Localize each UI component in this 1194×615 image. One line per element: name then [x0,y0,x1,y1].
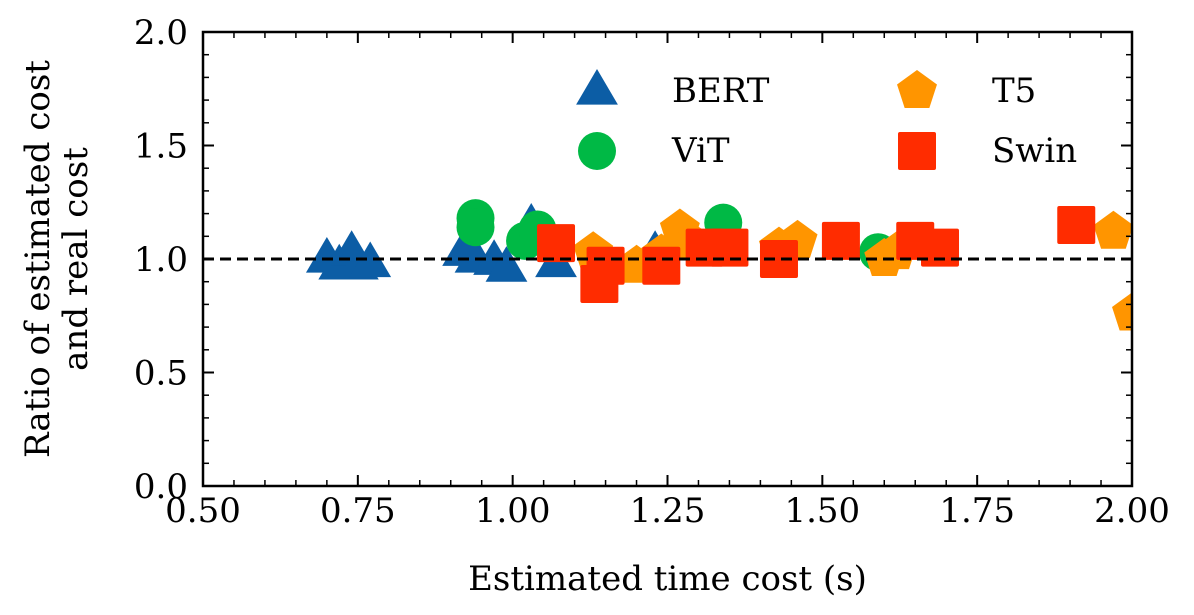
y-tick-label: 0.5 [134,354,188,394]
y-axis-title-line: and real cost [56,147,96,371]
point-bert [485,246,528,282]
point-swin [1057,205,1096,244]
legend-label-swin: Swin [992,131,1077,171]
y-axis-title-line: Ratio of estimated cost [18,60,58,458]
y-tick-label: 1.5 [134,127,188,167]
legend-marker-t5 [897,70,937,108]
legend: BERT ViT T5 Swin [576,69,1077,171]
point-t5 [1112,292,1132,331]
point-bert [349,241,392,278]
legend-marker-swin [898,132,936,170]
x-tick-label: 1.25 [630,491,706,531]
legend-label-bert: BERT [672,71,770,111]
legend-label-vit: ViT [671,131,730,171]
ticks-layer [202,31,1133,487]
point-swin [586,246,625,285]
point-t5 [1093,210,1132,249]
x-axis-title: Estimated time cost (s) [468,559,867,599]
legend-marker-bert [576,69,618,105]
x-tick-label: 0.75 [320,491,396,531]
point-swin [921,228,960,267]
y-tick-label: 2.0 [134,13,188,53]
markers-layer [305,199,1132,331]
point-swin [710,228,749,267]
legend-label-t5: T5 [992,71,1036,111]
x-tick-label: 1.75 [939,491,1015,531]
y-axis-title: Ratio of estimated costand real cost [18,60,96,458]
x-tick-label: 1.00 [475,491,551,531]
y-tick-label: 0.0 [134,467,188,507]
y-tick-label: 1.0 [134,240,188,280]
x-tick-label: 2.00 [1094,491,1170,531]
point-swin [821,221,860,260]
legend-marker-vit [578,132,616,170]
tick-labels-layer: 0.50 0.75 1.00 1.25 1.50 1.75 2.00 0.0 0.5 1.0 1.5… [134,13,1170,531]
x-tick-label: 0.50 [165,491,241,531]
point-swin [537,224,576,263]
point-swin [642,246,681,285]
point-swin [759,240,798,278]
point-vit [456,208,495,247]
x-tick-label: 1.50 [784,491,860,531]
